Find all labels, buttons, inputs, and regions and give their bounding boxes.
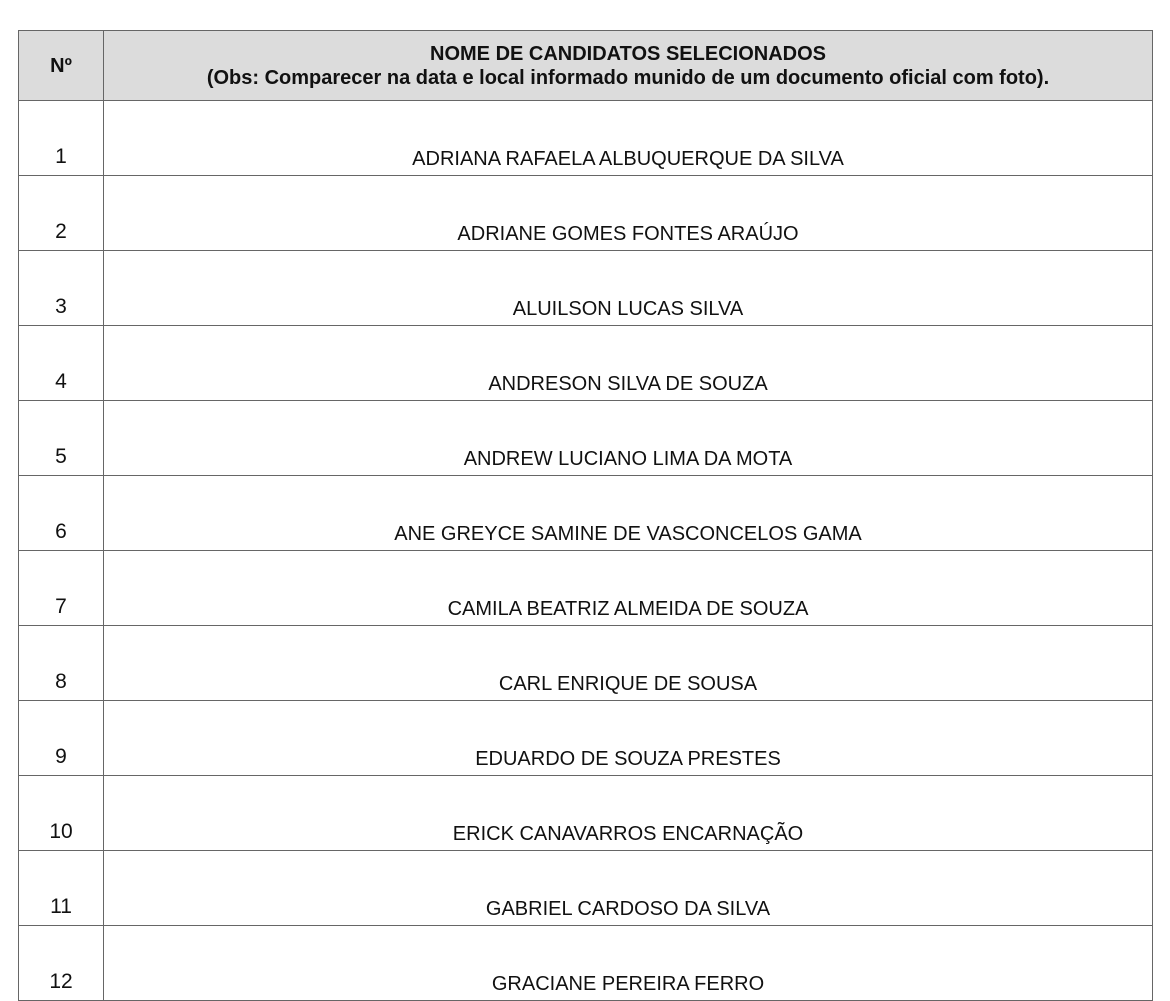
number-column-header: Nº bbox=[18, 30, 104, 101]
candidate-name: ADRIANE GOMES FONTES ARAÚJO bbox=[103, 175, 1153, 251]
table-row: 5 ANDREW LUCIANO LIMA DA MOTA bbox=[18, 400, 1153, 476]
row-number: 7 bbox=[18, 550, 104, 626]
table-row: 3 ALUILSON LUCAS SILVA bbox=[18, 250, 1153, 326]
candidate-name: ANE GREYCE SAMINE DE VASCONCELOS GAMA bbox=[103, 475, 1153, 551]
row-number: 11 bbox=[18, 850, 104, 926]
row-number: 10 bbox=[18, 775, 104, 851]
table-row: 9 EDUARDO DE SOUZA PRESTES bbox=[18, 700, 1153, 776]
row-number: 5 bbox=[18, 400, 104, 476]
table-body: 1 ADRIANA RAFAELA ALBUQUERQUE DA SILVA 2 AD… bbox=[18, 100, 1153, 1001]
row-number: 1 bbox=[18, 100, 104, 176]
candidates-table: Nº NOME DE CANDIDATOS SELECIONADOS (Obs:… bbox=[18, 30, 1153, 1001]
candidate-name: ADRIANA RAFAELA ALBUQUERQUE DA SILVA bbox=[103, 100, 1153, 176]
table-row: 6 ANE GREYCE SAMINE DE VASCONCELOS GAMA bbox=[18, 475, 1153, 551]
candidate-name: GABRIEL CARDOSO DA SILVA bbox=[103, 850, 1153, 926]
row-number: 3 bbox=[18, 250, 104, 326]
row-number: 6 bbox=[18, 475, 104, 551]
candidate-name: ANDREW LUCIANO LIMA DA MOTA bbox=[103, 400, 1153, 476]
row-number: 2 bbox=[18, 175, 104, 251]
candidate-name: CARL ENRIQUE DE SOUSA bbox=[103, 625, 1153, 701]
candidate-name: GRACIANE PEREIRA FERRO bbox=[103, 925, 1153, 1001]
candidate-name: CAMILA BEATRIZ ALMEIDA DE SOUZA bbox=[103, 550, 1153, 626]
table-row: 4 ANDRESON SILVA DE SOUZA bbox=[18, 325, 1153, 401]
row-number: 9 bbox=[18, 700, 104, 776]
candidate-name: ALUILSON LUCAS SILVA bbox=[103, 250, 1153, 326]
candidate-name: EDUARDO DE SOUZA PRESTES bbox=[103, 700, 1153, 776]
candidate-name: ERICK CANAVARROS ENCARNAÇÃO bbox=[103, 775, 1153, 851]
table-row: 10 ERICK CANAVARROS ENCARNAÇÃO bbox=[18, 775, 1153, 851]
header-row: Nº NOME DE CANDIDATOS SELECIONADOS (Obs:… bbox=[18, 30, 1153, 101]
table-row: 11 GABRIEL CARDOSO DA SILVA bbox=[18, 850, 1153, 926]
table-row: 8 CARL ENRIQUE DE SOUSA bbox=[18, 625, 1153, 701]
table-row: 12 GRACIANE PEREIRA FERRO bbox=[18, 925, 1153, 1001]
row-number: 4 bbox=[18, 325, 104, 401]
row-number: 8 bbox=[18, 625, 104, 701]
table-row: 1 ADRIANA RAFAELA ALBUQUERQUE DA SILVA bbox=[18, 100, 1153, 176]
table-row: 7 CAMILA BEATRIZ ALMEIDA DE SOUZA bbox=[18, 550, 1153, 626]
name-column-header: NOME DE CANDIDATOS SELECIONADOS (Obs: Co… bbox=[103, 30, 1153, 101]
header-title: NOME DE CANDIDATOS SELECIONADOS bbox=[430, 42, 826, 65]
table-row: 2 ADRIANE GOMES FONTES ARAÚJO bbox=[18, 175, 1153, 251]
candidate-name: ANDRESON SILVA DE SOUZA bbox=[103, 325, 1153, 401]
row-number: 12 bbox=[18, 925, 104, 1001]
header-note: (Obs: Comparecer na data e local informa… bbox=[206, 66, 1050, 89]
